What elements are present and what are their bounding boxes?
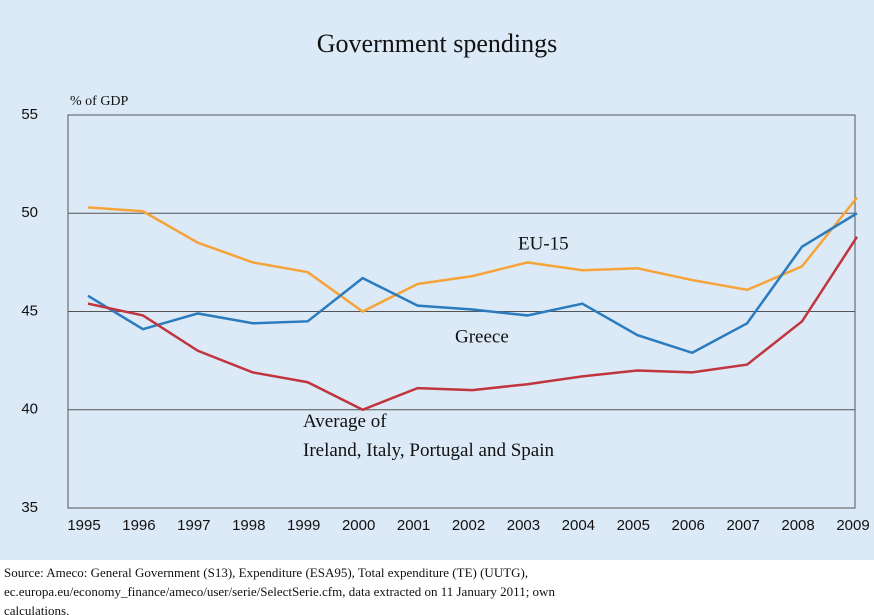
x-tick-label: 2003 <box>507 517 540 534</box>
x-tick-label: 2009 <box>836 517 869 534</box>
source-note: calculations. <box>4 603 69 615</box>
x-tick-label: 2008 <box>781 517 814 534</box>
series-line <box>87 236 859 412</box>
x-tick-label: 1995 <box>67 517 100 534</box>
x-tick-label: 2005 <box>617 517 650 534</box>
x-tick-label: 2004 <box>562 517 595 534</box>
y-tick-label: 55 <box>21 106 38 123</box>
x-tick-label: 2001 <box>397 517 430 534</box>
series-line <box>87 212 858 355</box>
x-tick-label: 1998 <box>232 517 265 534</box>
series-label: EU-15 <box>518 233 569 254</box>
y-axis-label: % of GDP <box>70 94 129 109</box>
series-line <box>87 196 858 313</box>
x-tick-label: 2007 <box>726 517 759 534</box>
x-tick-label: 2002 <box>452 517 485 534</box>
y-tick-label: 45 <box>21 302 38 319</box>
chart-title: Government spendings <box>317 29 557 58</box>
y-tick-label: 40 <box>21 401 38 418</box>
x-tick-label: 1996 <box>122 517 155 534</box>
source-note: ec.europa.eu/economy_finance/ameco/user/… <box>4 584 555 599</box>
y-tick-label: 35 <box>21 499 38 516</box>
x-tick-label: 1999 <box>287 517 320 534</box>
y-tick-label: 50 <box>21 204 38 221</box>
x-tick-label: 2006 <box>672 517 705 534</box>
series-label: Greece <box>455 326 509 347</box>
source-note: Source: Ameco: General Government (S13),… <box>4 565 528 580</box>
series-label: Average of Ireland, Italy, Portugal and … <box>303 411 554 461</box>
x-tick-label: 2000 <box>342 517 375 534</box>
x-tick-label: 1997 <box>177 517 210 534</box>
